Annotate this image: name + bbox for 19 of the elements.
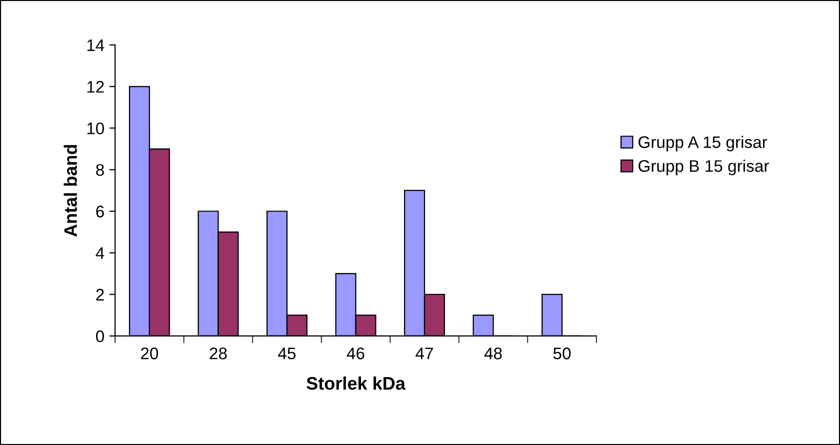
x-tick-label: 20 xyxy=(141,348,158,360)
y-tick-label: 8 xyxy=(96,164,104,176)
y-tick-label: 12 xyxy=(87,80,104,93)
y-tick-label: 10 xyxy=(87,122,104,134)
x-tick-label: 28 xyxy=(210,348,227,360)
x-tick-label: 45 xyxy=(278,348,296,360)
y-tick-label: 14 xyxy=(87,40,104,51)
y-tick-label: 6 xyxy=(96,206,104,218)
x-tick-label: 50 xyxy=(553,348,571,360)
y-tick-label: 4 xyxy=(96,247,104,259)
y-axis-title: Antal band xyxy=(64,145,78,237)
y-tick-label: 0 xyxy=(96,330,104,342)
x-tick-label: 47 xyxy=(416,348,433,360)
y-tick-label: 2 xyxy=(96,288,104,300)
legend-label: Grupp B 15 grisar xyxy=(638,160,769,176)
x-tick-label: 46 xyxy=(346,348,364,360)
x-tick-label: 48 xyxy=(484,348,502,360)
legend-label: Grupp A 15 grisar xyxy=(638,136,768,152)
x-axis-title: Storlek kDa xyxy=(306,376,406,390)
